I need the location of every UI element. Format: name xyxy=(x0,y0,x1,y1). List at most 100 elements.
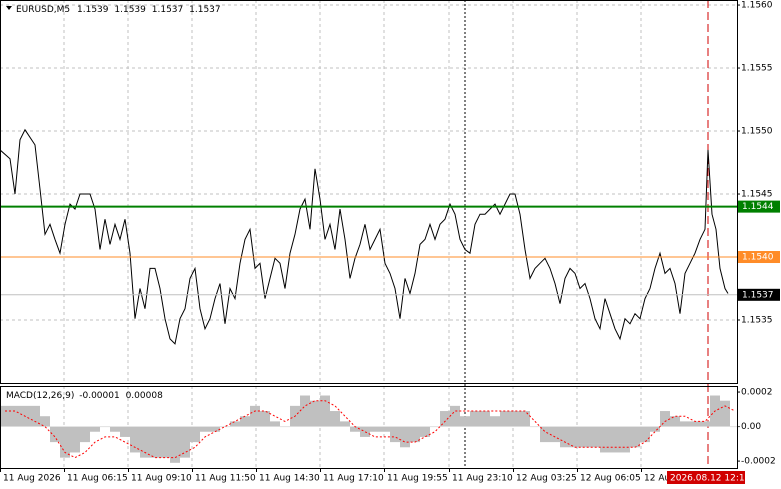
main-frame xyxy=(0,0,738,384)
macd-bar xyxy=(40,416,50,427)
macd-bar xyxy=(670,416,680,427)
macd-bar xyxy=(60,426,70,458)
macd-bar xyxy=(490,416,500,427)
macd-bar xyxy=(130,426,140,453)
symbol: EURUSD,M5 xyxy=(16,5,70,15)
macd-bar xyxy=(80,426,90,443)
macd-bar xyxy=(690,421,700,427)
macd-bar xyxy=(480,411,490,427)
macd-bar xyxy=(230,421,240,427)
macd-bar xyxy=(260,411,270,427)
y-tick-label: 1.1550 xyxy=(741,127,773,137)
close: 1.1537 xyxy=(189,5,221,15)
x-tick-label: 12 Aug 06:05 xyxy=(580,474,641,484)
level-box xyxy=(738,200,780,213)
macd-bar xyxy=(280,426,290,428)
macd-bar xyxy=(240,416,250,427)
macd-bar xyxy=(110,426,120,432)
macd-bar xyxy=(550,426,560,443)
level-label: 1.1540 xyxy=(742,253,774,263)
macd-bar xyxy=(540,426,550,443)
y-tick-label: 1.1535 xyxy=(741,316,773,326)
macd-bar xyxy=(140,426,150,458)
macd-bar xyxy=(330,411,340,427)
macd-bar xyxy=(600,426,610,453)
macd-bar xyxy=(70,426,80,453)
macd-bar xyxy=(620,426,630,453)
low: 1.1537 xyxy=(152,5,184,15)
macd-bar xyxy=(560,426,570,448)
macd-bar xyxy=(680,421,690,427)
macd-bar xyxy=(650,426,660,432)
macd-bar xyxy=(400,426,410,448)
macd-bar xyxy=(120,426,130,437)
macd-bar xyxy=(460,416,470,427)
macd-bar xyxy=(190,426,200,443)
macd-bar xyxy=(0,405,10,427)
y-tick-label: 0.00 xyxy=(741,422,761,432)
macd-bar xyxy=(640,426,650,443)
macd-bar xyxy=(210,426,220,432)
level-box xyxy=(738,288,780,301)
signal-line xyxy=(5,400,736,459)
macd-bar xyxy=(150,426,160,458)
macd-title: MACD(12,26,9) xyxy=(6,391,74,401)
x-tick-label: 11 Aug 19:55 xyxy=(387,474,448,484)
macd-bar xyxy=(570,426,580,448)
macd-bar xyxy=(50,426,60,443)
macd-bar xyxy=(390,426,400,443)
macd-bar xyxy=(580,426,590,448)
macd-frame xyxy=(0,386,738,469)
level-label: 1.1537 xyxy=(742,290,774,300)
x-tick-label: 11 Aug 09:10 xyxy=(131,474,192,484)
level-box xyxy=(738,251,780,264)
macd-bar xyxy=(320,395,330,427)
macd-bar xyxy=(420,426,430,437)
macd-bar xyxy=(610,426,620,453)
price-line xyxy=(0,128,729,345)
y-tick-label: 1.1545 xyxy=(741,190,773,200)
collapse-icon[interactable] xyxy=(6,6,12,10)
x-tick-label: 11 Aug 06:15 xyxy=(67,474,128,484)
macd-bar xyxy=(730,426,740,428)
overlay: 1.1544 1.1540 1.1537 2026.08.12 12:15 xyxy=(667,200,780,484)
y-tick-label: 0.0002 xyxy=(741,388,773,398)
macd-bar xyxy=(530,426,540,428)
x-tick-label: 11 Aug 23:10 xyxy=(452,474,513,484)
high: 1.1539 xyxy=(114,5,146,15)
macd-main: -0.00001 xyxy=(79,391,119,401)
header: EURUSD,M5 1.1539 1.1539 1.1537 1.1537 xyxy=(16,5,221,15)
macd-bar xyxy=(170,426,180,463)
macd-bar xyxy=(510,411,520,427)
y-tick-label: -0.0002 xyxy=(741,457,776,467)
macd-bar xyxy=(440,411,450,427)
macd-bar xyxy=(360,426,370,437)
macd-bar xyxy=(660,411,670,427)
macd-bar xyxy=(340,421,350,427)
macd-bar xyxy=(500,411,510,427)
macd-bar xyxy=(630,426,640,448)
macd-bar xyxy=(180,426,190,458)
macd-bar xyxy=(700,421,710,427)
macd-bar xyxy=(160,426,170,458)
open: 1.1539 xyxy=(77,5,109,15)
macd-signal: 0.00008 xyxy=(126,391,163,401)
macd-bar xyxy=(90,426,100,432)
macd-bar xyxy=(300,395,310,427)
x-tick-label: 12 Aug 03:25 xyxy=(516,474,577,484)
macd-bar xyxy=(450,405,460,427)
macd-bar xyxy=(30,405,40,427)
macd-bar xyxy=(430,426,440,428)
macd-bar xyxy=(10,405,20,427)
x-tick-label: 11 Aug 14:30 xyxy=(259,474,320,484)
level-label: 1.1544 xyxy=(742,202,774,212)
x-tick-label: 11 Aug 11:50 xyxy=(195,474,256,484)
macd-bar xyxy=(380,426,390,432)
macd-bar xyxy=(520,411,530,427)
x-tick-label: 11 Aug 17:10 xyxy=(323,474,384,484)
macd-bar xyxy=(100,426,110,428)
macd-bar xyxy=(270,421,280,427)
x-tick-label: 11 Aug 2026 xyxy=(3,474,61,484)
plot xyxy=(0,128,740,463)
